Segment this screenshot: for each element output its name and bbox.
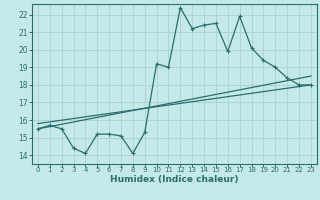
X-axis label: Humidex (Indice chaleur): Humidex (Indice chaleur) xyxy=(110,175,239,184)
